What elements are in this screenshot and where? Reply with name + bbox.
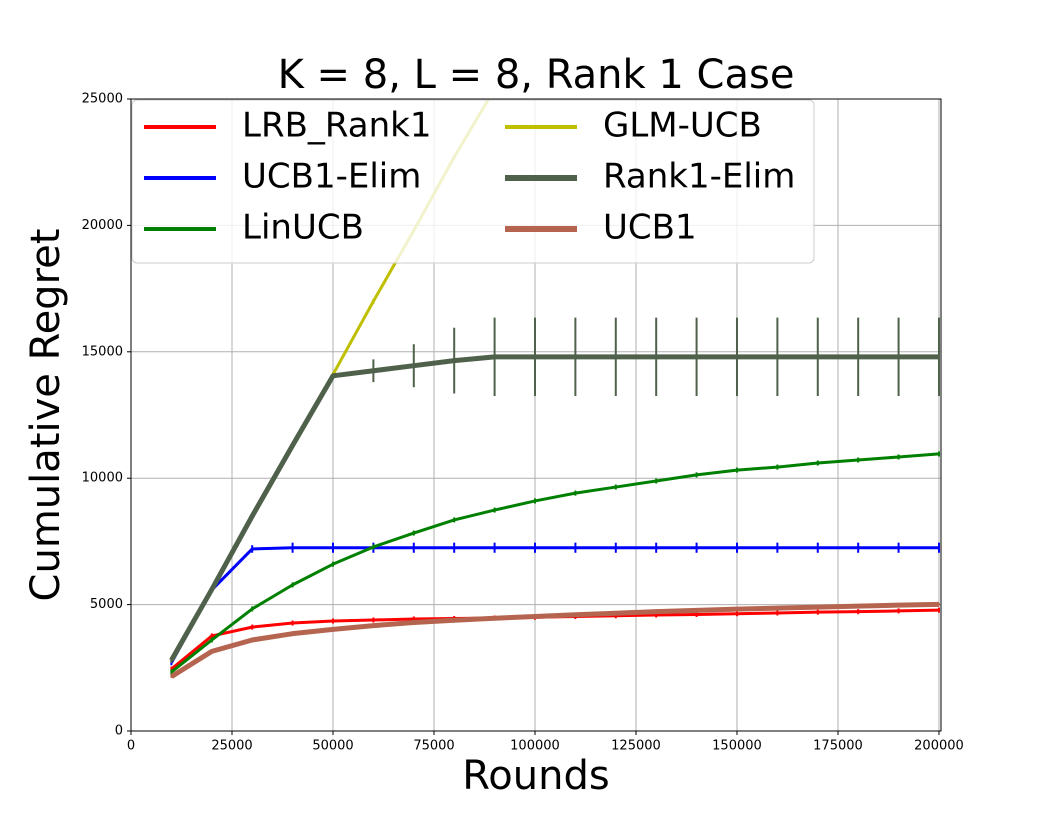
- legend-label: LinUCB: [242, 208, 364, 248]
- y-axis-label: Cumulative Regret: [23, 229, 69, 602]
- x-tick-label: 150000: [712, 739, 762, 754]
- series-line: [169, 354, 939, 662]
- y-tick-label: 25000: [82, 92, 123, 107]
- x-tick-label: 125000: [611, 739, 661, 754]
- legend-box: [131, 99, 815, 264]
- legend-label: LRB_Rank1: [242, 106, 431, 146]
- y-tick-label: 5000: [90, 597, 123, 612]
- legend-label: GLM-UCB: [603, 106, 762, 146]
- chart-title: K = 8, L = 8, Rank 1 Case: [278, 52, 795, 98]
- series-line: [170, 601, 940, 679]
- legend-label: UCB1: [603, 208, 697, 248]
- x-tick-label: 50000: [312, 739, 353, 754]
- y-tick-label: 20000: [82, 218, 123, 233]
- x-tick-label: 100000: [510, 739, 560, 754]
- legend: LRB_Rank1 UCB1-Elim LinUCB GLM-UCB Rank1-Eli…: [131, 99, 815, 264]
- plot-area: [169, 99, 940, 679]
- legend-label: Rank1-Elim: [603, 157, 795, 197]
- series-line: [170, 452, 940, 674]
- legend-label: UCB1-Elim: [242, 157, 421, 197]
- x-tick-label: 0: [127, 739, 135, 754]
- x-tick-label: 75000: [413, 739, 454, 754]
- y-tick-label: 0: [115, 724, 123, 739]
- ticks: 0 25000 50000 75000 100000 125000 150000 175000…: [82, 92, 964, 754]
- x-tick-label: 200000: [914, 739, 964, 754]
- y-tick-label: 15000: [82, 344, 123, 359]
- x-tick-label: 175000: [813, 739, 863, 754]
- series-line: [170, 546, 939, 664]
- axes-frame: [130, 98, 942, 732]
- x-tick-label: 25000: [211, 739, 252, 754]
- y-tick-label: 10000: [82, 471, 123, 486]
- x-axis-label: Rounds: [462, 753, 609, 799]
